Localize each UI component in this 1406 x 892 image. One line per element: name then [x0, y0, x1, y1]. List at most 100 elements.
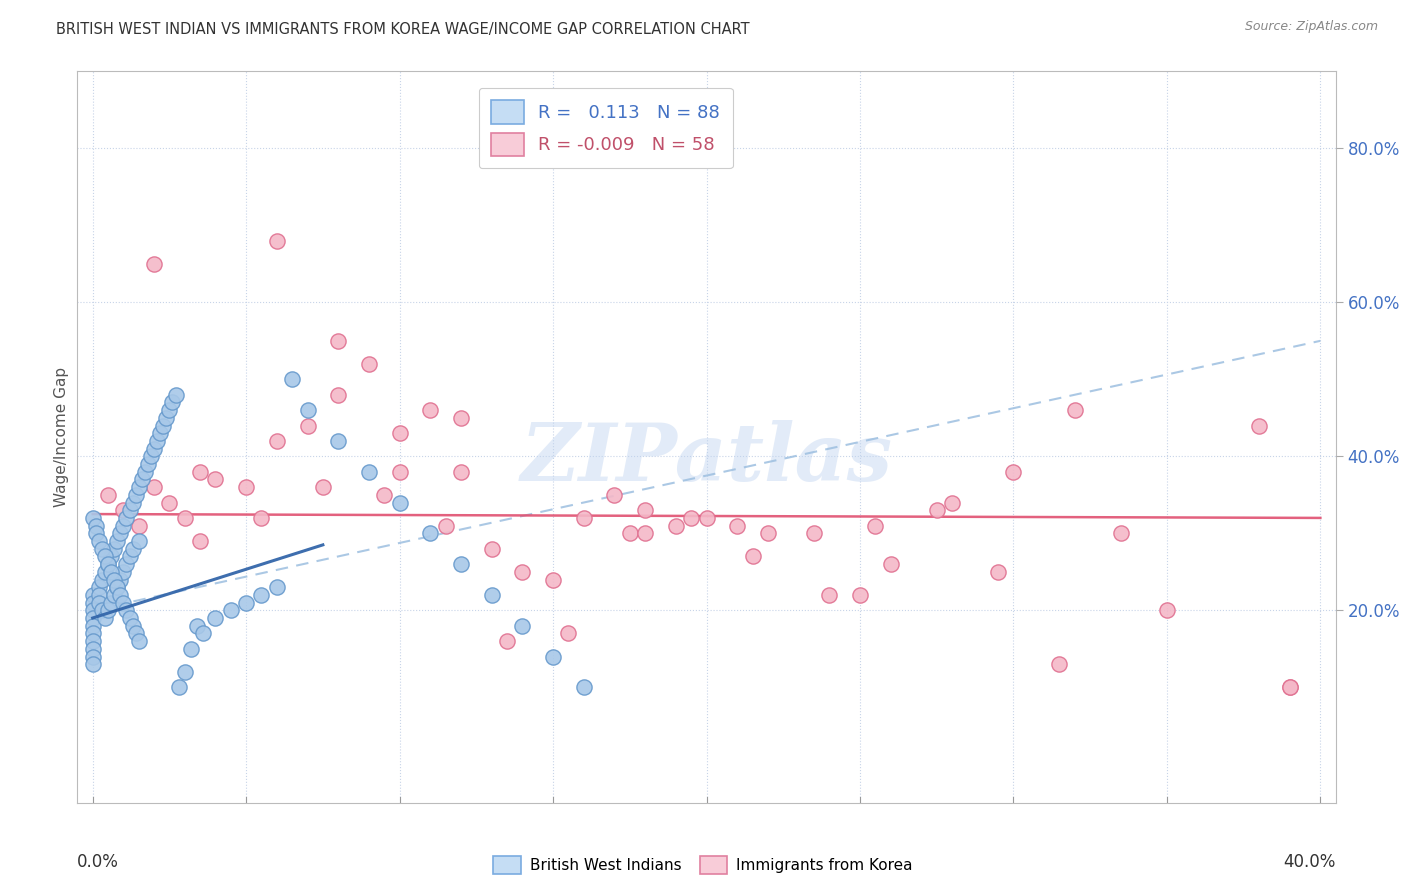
- Point: [143, 480, 166, 494]
- Point: [100, 565, 122, 579]
- Point: [204, 472, 226, 486]
- Point: [803, 526, 825, 541]
- Point: [188, 534, 211, 549]
- Point: [103, 541, 125, 556]
- Point: [173, 665, 195, 679]
- Point: [87, 596, 110, 610]
- Point: [186, 618, 208, 632]
- Point: [879, 557, 901, 571]
- Point: [328, 388, 350, 402]
- Point: [1156, 603, 1178, 617]
- Point: [103, 573, 125, 587]
- Point: [188, 465, 211, 479]
- Point: [1002, 465, 1025, 479]
- Point: [121, 541, 143, 556]
- Point: [266, 234, 288, 248]
- Point: [219, 603, 242, 617]
- Point: [112, 503, 135, 517]
- Point: [373, 488, 395, 502]
- Point: [250, 511, 273, 525]
- Point: [110, 588, 132, 602]
- Point: [118, 549, 141, 564]
- Point: [87, 580, 110, 594]
- Point: [128, 480, 150, 494]
- Text: Source: ZipAtlas.com: Source: ZipAtlas.com: [1244, 20, 1378, 33]
- Point: [572, 511, 595, 525]
- Point: [1049, 657, 1071, 672]
- Point: [90, 603, 112, 617]
- Point: [681, 511, 703, 525]
- Point: [110, 573, 132, 587]
- Point: [82, 603, 104, 617]
- Point: [84, 518, 107, 533]
- Point: [110, 526, 132, 541]
- Point: [124, 626, 146, 640]
- Point: [84, 526, 107, 541]
- Point: [818, 588, 841, 602]
- Point: [266, 580, 288, 594]
- Point: [865, 518, 887, 533]
- Point: [634, 503, 657, 517]
- Point: [82, 596, 104, 610]
- Point: [496, 634, 519, 648]
- Point: [146, 434, 169, 448]
- Point: [450, 557, 472, 571]
- Point: [388, 495, 411, 509]
- Point: [297, 418, 319, 433]
- Point: [82, 634, 104, 648]
- Point: [481, 541, 503, 556]
- Point: [312, 480, 335, 494]
- Point: [925, 503, 948, 517]
- Point: [143, 442, 166, 456]
- Point: [665, 518, 688, 533]
- Point: [941, 495, 963, 509]
- Point: [756, 526, 779, 541]
- Point: [82, 611, 104, 625]
- Point: [94, 549, 117, 564]
- Point: [1278, 681, 1301, 695]
- Point: [987, 565, 1010, 579]
- Point: [512, 618, 534, 632]
- Point: [82, 649, 104, 664]
- Point: [157, 495, 180, 509]
- Point: [82, 588, 104, 602]
- Point: [357, 465, 380, 479]
- Point: [82, 626, 104, 640]
- Point: [115, 557, 138, 571]
- Y-axis label: Wage/Income Gap: Wage/Income Gap: [53, 367, 69, 508]
- Point: [87, 534, 110, 549]
- Point: [97, 557, 120, 571]
- Point: [266, 434, 288, 448]
- Point: [105, 580, 128, 594]
- Point: [357, 357, 380, 371]
- Point: [82, 641, 104, 656]
- Legend: British West Indians, Immigrants from Korea: British West Indians, Immigrants from Ko…: [486, 850, 920, 880]
- Point: [112, 565, 135, 579]
- Point: [1278, 681, 1301, 695]
- Point: [328, 434, 350, 448]
- Point: [100, 596, 122, 610]
- Point: [512, 565, 534, 579]
- Point: [281, 372, 304, 386]
- Point: [143, 257, 166, 271]
- Point: [90, 573, 112, 587]
- Text: 40.0%: 40.0%: [1284, 853, 1336, 871]
- Point: [541, 649, 564, 664]
- Point: [90, 541, 112, 556]
- Point: [134, 465, 156, 479]
- Point: [139, 450, 162, 464]
- Point: [388, 426, 411, 441]
- Text: BRITISH WEST INDIAN VS IMMIGRANTS FROM KOREA WAGE/INCOME GAP CORRELATION CHART: BRITISH WEST INDIAN VS IMMIGRANTS FROM K…: [56, 22, 749, 37]
- Point: [204, 611, 226, 625]
- Point: [97, 488, 120, 502]
- Point: [250, 588, 273, 602]
- Point: [131, 472, 153, 486]
- Point: [124, 488, 146, 502]
- Text: 0.0%: 0.0%: [77, 853, 120, 871]
- Point: [118, 503, 141, 517]
- Point: [1109, 526, 1132, 541]
- Point: [572, 681, 595, 695]
- Point: [167, 681, 190, 695]
- Point: [557, 626, 579, 640]
- Point: [235, 596, 257, 610]
